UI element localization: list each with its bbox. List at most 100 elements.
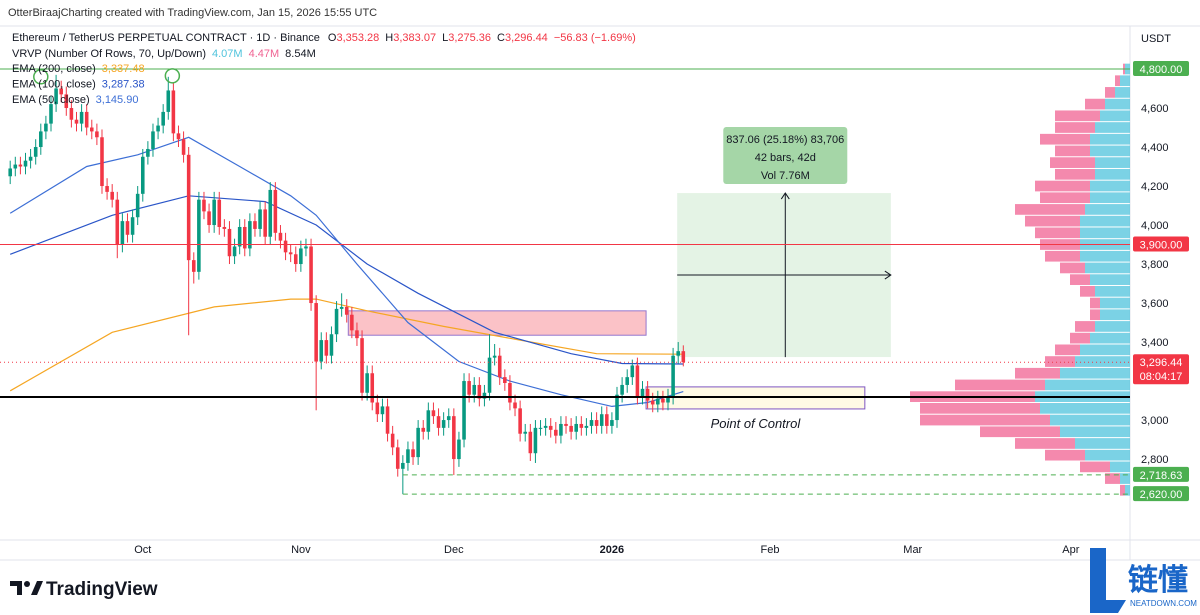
candle-body: [416, 427, 420, 458]
profile-up: [1105, 98, 1130, 110]
position-label: [723, 127, 848, 185]
candle-body: [84, 111, 89, 128]
profile-down: [1080, 461, 1110, 473]
candle-body: [44, 123, 48, 132]
marker: [33, 69, 49, 85]
candle-body: [645, 388, 650, 401]
candle-body: [324, 340, 329, 356]
candle-body: [95, 131, 99, 138]
ohlc-value: 3,275.36: [448, 32, 491, 44]
candle-body: [237, 226, 242, 247]
candle-body: [548, 425, 553, 430]
ohlc-value: 3,296.44: [505, 32, 548, 44]
x-tick-label: 2026: [600, 544, 624, 556]
candle-body: [242, 226, 247, 249]
price-label: 4,800.00: [1140, 64, 1183, 76]
candle-body: [344, 306, 349, 315]
profile-down: [1045, 356, 1075, 367]
candle-body: [390, 433, 395, 448]
candle-body: [360, 338, 364, 393]
profile-up: [1125, 484, 1130, 496]
candle-body: [191, 260, 196, 272]
profile-up: [1120, 75, 1130, 87]
legend-name: EMA (100, close): [12, 79, 96, 91]
profile-down: [1055, 110, 1100, 122]
vrvp-total: 8.54M: [285, 48, 316, 60]
candle-body: [207, 211, 211, 226]
candle-body: [446, 416, 451, 421]
profile-down: [1045, 250, 1080, 262]
logo: 链懂: [1128, 563, 1188, 597]
price-label-bg: [1133, 236, 1189, 252]
position-stat: 837.06 (25.18%) 83,706: [726, 134, 844, 146]
candle-body: [599, 414, 604, 426]
candle-body: [293, 254, 298, 265]
price-label: 2,718.63: [1140, 470, 1183, 482]
candle-body: [161, 111, 165, 126]
profile-up: [1095, 157, 1130, 168]
arrowhead: [884, 270, 892, 280]
profile-down: [1055, 122, 1095, 133]
candle-body: [54, 88, 58, 105]
candle-body: [130, 217, 135, 235]
candle-body: [334, 308, 339, 335]
legend-name: EMA (200, close): [12, 63, 96, 75]
candle-body: [426, 410, 431, 432]
candle-body: [186, 154, 191, 261]
candle-body: [217, 199, 222, 227]
x-tick-label: Apr: [1062, 544, 1079, 556]
vrvp-name: VRVP (Number Of Rows, 70, Up/Down): [12, 48, 206, 60]
profile-down: [1090, 309, 1100, 321]
candle-body: [105, 186, 109, 192]
profile-down: [1055, 145, 1090, 157]
candle-body: [166, 90, 171, 112]
profile-up: [1090, 180, 1130, 192]
ohlc-label: C: [497, 32, 505, 44]
profile-up: [1100, 110, 1130, 122]
candle-body: [33, 147, 38, 157]
candle-body: [538, 427, 543, 429]
candle-body: [197, 199, 201, 272]
candle-body: [59, 88, 63, 95]
candle-body: [503, 377, 507, 384]
candle-body: [452, 416, 456, 460]
profile-up: [1080, 344, 1130, 356]
profile-down: [1120, 484, 1125, 496]
candle-body: [436, 416, 441, 428]
candle-body: [90, 127, 94, 132]
candle-body: [319, 340, 324, 362]
candle-body: [666, 396, 670, 403]
profile-down: [1025, 215, 1080, 227]
profile-down: [1035, 180, 1090, 192]
profile-up: [1075, 356, 1130, 367]
candle-body: [385, 406, 390, 434]
candle-body: [375, 402, 380, 415]
candle-body: [74, 119, 79, 124]
candle-body: [482, 392, 487, 399]
y-tick-label: 4,200: [1141, 181, 1169, 193]
legend: Ethereum / TetherUS PERPETUAL CONTRACT ·…: [12, 32, 636, 106]
candle-body: [288, 252, 293, 255]
y-tick-label: 3,400: [1141, 337, 1169, 349]
candle-body: [222, 226, 227, 229]
x-tick-label: Nov: [291, 544, 311, 556]
candle-body: [253, 221, 257, 229]
profile-up: [1080, 250, 1130, 262]
profile-down: [1055, 344, 1080, 356]
candle-body: [49, 104, 53, 124]
profile-down: [1075, 321, 1095, 332]
candle-body: [339, 306, 344, 309]
candle-body: [497, 355, 502, 378]
profile-up: [1085, 449, 1130, 461]
profile-up: [1085, 204, 1130, 215]
profile-down: [1015, 204, 1085, 215]
candle-body: [441, 420, 446, 428]
candle-body: [299, 248, 303, 265]
profile-down: [1040, 192, 1090, 204]
candle-body: [492, 355, 497, 358]
profile-down: [1055, 168, 1095, 180]
candle-body: [625, 377, 629, 385]
candle-body: [248, 221, 252, 249]
